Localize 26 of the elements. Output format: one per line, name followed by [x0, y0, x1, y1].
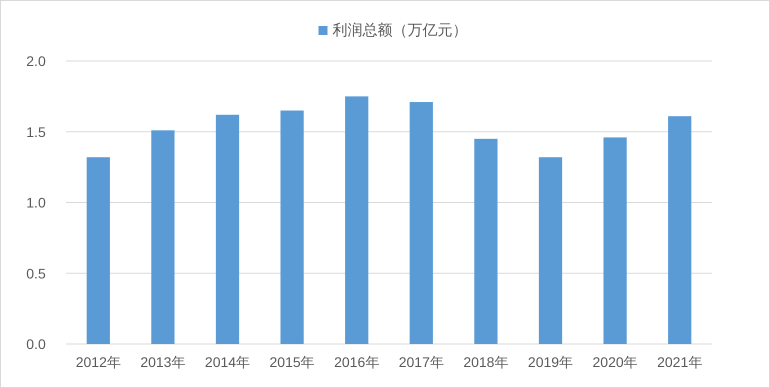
x-tick-label: 2016年	[334, 354, 380, 370]
bar	[345, 96, 368, 344]
y-tick-label: 0.0	[26, 336, 46, 352]
bar	[603, 137, 627, 344]
x-tick-label: 2018年	[463, 354, 508, 370]
x-tick-label: 2014年	[204, 354, 250, 370]
y-tick-label: 1.0	[26, 194, 46, 210]
y-tick-label: 2.0	[26, 53, 46, 69]
y-tick-label: 1.5	[26, 124, 46, 140]
x-tick-label: 2017年	[398, 354, 444, 370]
bar	[410, 102, 433, 344]
x-tick-label: 2012年	[76, 354, 121, 370]
bar	[538, 157, 562, 344]
x-tick-label: 2015年	[270, 354, 315, 370]
x-tick-label: 2021年	[657, 354, 702, 370]
bar	[151, 130, 175, 344]
x-tick-label: 2020年	[592, 354, 638, 370]
bar	[474, 138, 498, 344]
bar	[216, 114, 240, 344]
bar	[86, 157, 110, 344]
bar	[668, 116, 692, 344]
legend-label: 利润总额（万亿元）	[332, 22, 468, 39]
bar	[280, 110, 304, 344]
x-tick-label: 2013年	[140, 354, 186, 370]
x-tick-label: 2019年	[528, 354, 574, 370]
y-tick-label: 0.5	[26, 265, 46, 282]
